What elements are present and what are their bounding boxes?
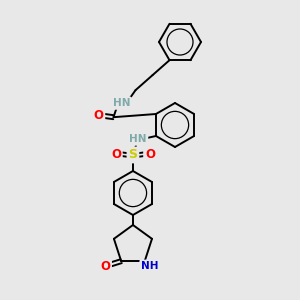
Text: HN: HN [129,134,147,144]
Text: NH: NH [141,261,158,271]
Text: O: O [94,109,103,122]
Text: S: S [128,148,137,161]
Text: O: O [111,148,121,160]
Text: O: O [100,260,110,273]
Text: HN: HN [113,98,130,108]
Text: O: O [145,148,155,160]
